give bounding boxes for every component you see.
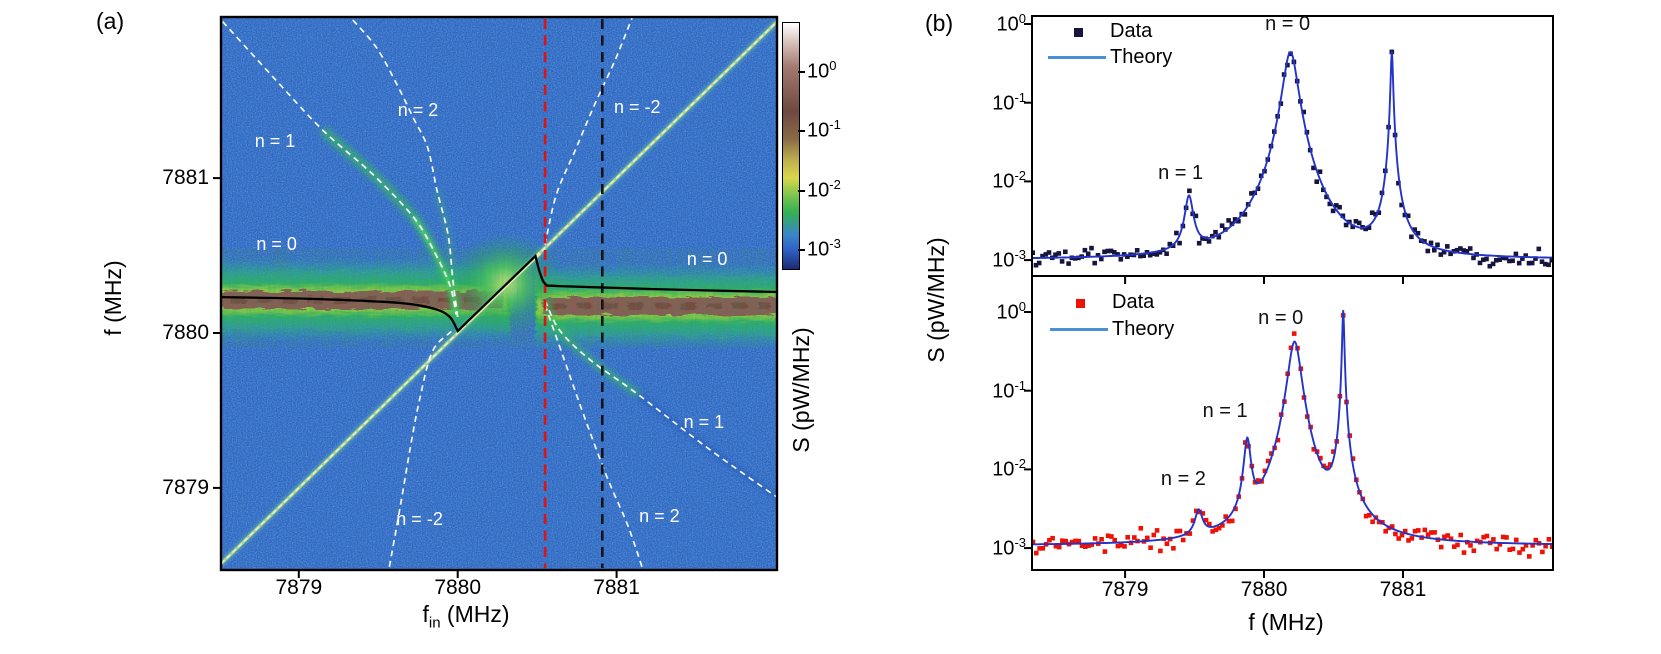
panel-b-xtick-label: 7879 — [1101, 578, 1149, 601]
heatmap-annotation: n = 0 — [256, 233, 297, 254]
peak-label: n = 0 — [1265, 13, 1311, 36]
colorbar — [782, 22, 800, 270]
panel-a-ytick-label: 7880 — [162, 321, 209, 344]
panel-b-ytick-label: 10-2 — [992, 456, 1026, 482]
panel-a-xtick-label: 7881 — [593, 576, 640, 599]
data-marker-swatch — [1076, 299, 1085, 308]
heatmap-annotation: n = 2 — [639, 506, 680, 527]
panel-a-xlabel: fin (MHz) — [366, 601, 566, 632]
colorbar-label: S (pW/MHz) — [788, 327, 814, 453]
theory-line-swatch — [1048, 56, 1106, 59]
data-marker-swatch — [1074, 28, 1083, 37]
legend-theory-label: Theory — [1110, 46, 1173, 68]
heatmap-annotation: n = 2 — [397, 100, 439, 121]
panel-b-ytick-label: 10-1 — [992, 377, 1026, 403]
panel-a-xlabel-units: (MHz) — [440, 601, 510, 627]
panel-b-ytick-label: 10-1 — [992, 89, 1026, 115]
colorbar-tick-label: 10-3 — [807, 235, 841, 261]
colorbar-tick-mark — [798, 71, 805, 73]
peak-label: n = 1 — [1202, 399, 1248, 422]
heatmap-annotation: n = 1 — [254, 131, 296, 152]
panel-b-ytick-label: 10-3 — [992, 247, 1026, 272]
colorbar-tick-label: 100 — [807, 58, 837, 83]
panel-a-ytick-label: 7879 — [162, 475, 209, 499]
legend-data-label: Data — [1112, 291, 1155, 313]
heatmap-annotation: n = -2 — [396, 509, 443, 530]
panel-a-heatmap-svg — [213, 15, 779, 578]
panel-a-xlabel-sub: in — [428, 614, 441, 632]
panel-b-xlabel: f (MHz) — [1248, 609, 1324, 635]
colorbar-tick-mark — [798, 130, 805, 133]
colorbar-tick-label: 10-1 — [807, 117, 841, 142]
panel-a-ylabel: f (MHz) — [100, 260, 126, 336]
theory-line-swatch — [1050, 328, 1108, 331]
peak-label: n = 1 — [1158, 162, 1204, 185]
legend-data-label: Data — [1110, 20, 1153, 42]
peak-label: n = 0 — [1258, 306, 1304, 329]
panel-b-ytick-label: 10-2 — [992, 168, 1026, 194]
panel-a-tag: (a) — [96, 8, 125, 34]
panel-b-xtick-label: 7880 — [1240, 578, 1288, 601]
panel-a-ytick-label: 7881 — [162, 166, 209, 190]
legend-theory-label: Theory — [1112, 318, 1175, 340]
heatmap-annotation: n = 1 — [683, 411, 725, 432]
colorbar-tick-mark — [798, 248, 805, 251]
panel-a: (a) f (MHz) fin (MHz) S (pW/MHz) 7879 788… — [0, 0, 841, 654]
panel-b-tag: (b) — [925, 10, 954, 36]
panel-b-ytick-label: 100 — [996, 11, 1026, 36]
panel-b-xtick-label: 7881 — [1379, 578, 1427, 601]
panel-b-ytick-label: 10-3 — [992, 535, 1026, 560]
heatmap-annotation: n = -2 — [613, 97, 661, 118]
panel-b-ytick-label: 100 — [996, 299, 1026, 324]
panel-a-xtick-label: 7879 — [275, 576, 323, 599]
colorbar-tick-label: 10-2 — [807, 176, 841, 202]
panel-b: (b) S (pW/MHz) f (MHz) Data Theory Data … — [830, 0, 1661, 654]
panel-b-spectra-svg — [1024, 15, 1554, 578]
heatmap-annotation: n = 0 — [686, 249, 728, 270]
colorbar-tick-mark — [798, 189, 805, 192]
panel-b-ylabel: S (pW/MHz) — [923, 237, 949, 363]
peak-label: n = 2 — [1160, 467, 1206, 490]
panel-a-xtick-label: 7880 — [434, 576, 482, 599]
panel-a-xlabel-base: f — [422, 601, 429, 627]
